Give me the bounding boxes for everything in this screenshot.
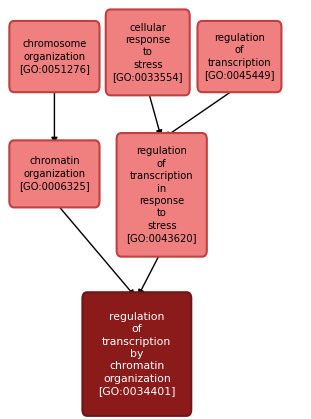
Text: chromosome
organization
[GO:0051276]: chromosome organization [GO:0051276] [19,39,90,74]
Text: regulation
of
transcription
[GO:0045449]: regulation of transcription [GO:0045449] [204,33,275,80]
Text: cellular
response
to
stress
[GO:0033554]: cellular response to stress [GO:0033554] [113,23,183,82]
Text: regulation
of
transcription
by
chromatin
organization
[GO:0034401]: regulation of transcription by chromatin… [98,312,176,396]
FancyBboxPatch shape [106,9,190,96]
FancyBboxPatch shape [9,21,100,92]
Text: regulation
of
transcription
in
response
to
stress
[GO:0043620]: regulation of transcription in response … [127,146,197,243]
FancyBboxPatch shape [197,21,281,92]
Text: chromatin
organization
[GO:0006325]: chromatin organization [GO:0006325] [19,156,90,191]
FancyBboxPatch shape [82,292,191,416]
FancyBboxPatch shape [9,140,100,207]
FancyBboxPatch shape [117,133,207,256]
